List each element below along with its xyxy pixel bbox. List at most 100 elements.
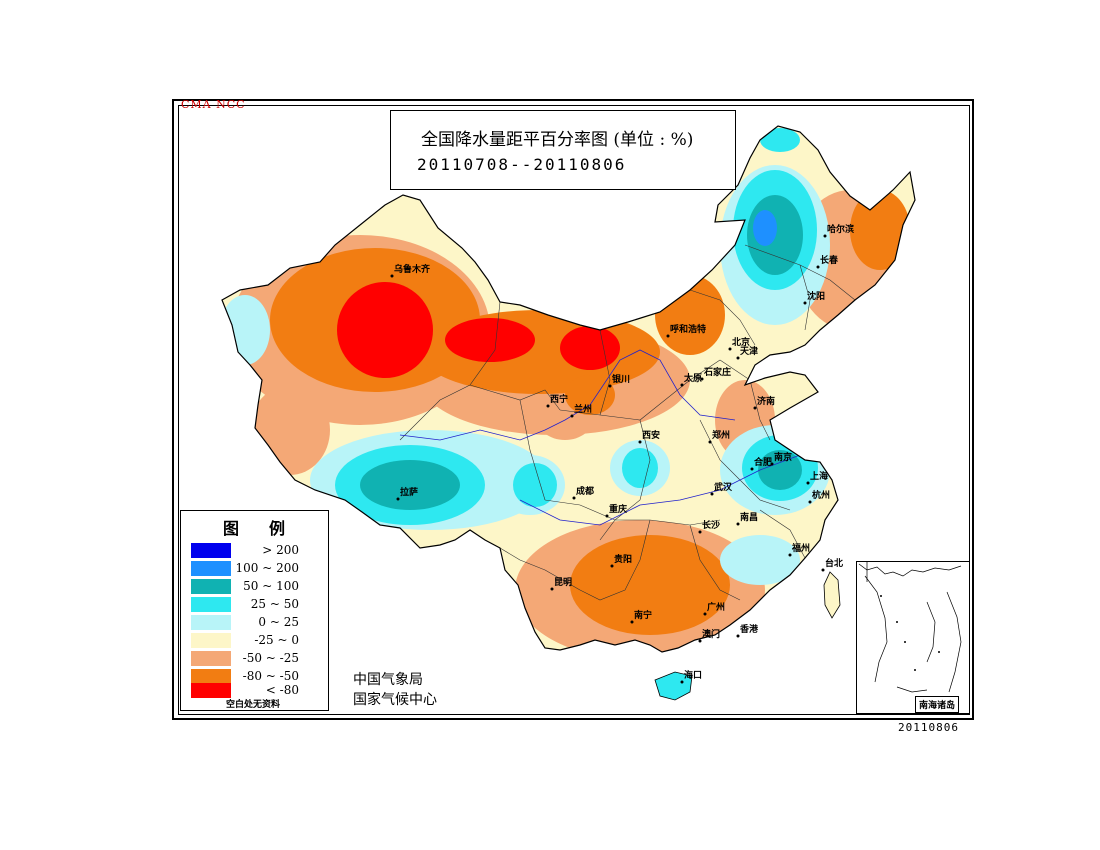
city-label: 台北 [825,557,843,569]
city-marker [390,274,394,278]
city-label: 南昌 [740,511,758,523]
city-marker [823,234,827,238]
city-marker [680,680,684,684]
legend-swatch [191,683,231,698]
city-marker [736,356,740,360]
legend-swatch [191,633,231,648]
inset-map [858,562,962,693]
legend-note: 空白处无资料 [226,700,281,710]
legend-swatch [191,561,231,576]
city-label: 香港 [739,623,759,635]
map-title: 全国降水量距平百分率图 (单位 : %) [421,130,694,150]
legend-label: 100 ~ 200 [235,561,300,575]
city-marker [753,406,757,410]
city-marker [396,497,400,501]
legend-row: 50 ~ 100 [191,579,321,596]
city-marker [700,377,704,381]
city-marker [698,530,702,534]
city-label: 广州 [707,601,725,613]
legend-swatch [191,651,231,666]
agency-credit: 中国气象局 国家气候中心 [353,670,437,710]
city-label: 哈尔滨 [827,223,854,235]
city-marker [638,440,642,444]
city-label: 长沙 [702,519,720,531]
city-marker [605,514,609,518]
city-label: 贵阳 [614,553,632,565]
city-label: 上海 [810,470,828,482]
legend: 图例 > 200 100 ~ 200 50 ~ 100 25 ~ 50 0 ~ … [180,510,329,711]
city-marker [703,612,707,616]
legend-row: > 200 [191,543,321,560]
city-label: 沈阳 [807,290,825,302]
city-marker [803,301,807,305]
legend-row: -80 ~ -50 [191,669,321,686]
legend-row: 100 ~ 200 [191,561,321,578]
city-label: 石家庄 [703,366,731,378]
legend-label: -25 ~ 0 [254,633,299,647]
legend-swatch [191,543,231,558]
city-label: 银川 [612,373,630,385]
legend-row: -50 ~ -25 [191,651,321,668]
city-label: 南京 [774,451,792,463]
city-label: 长春 [820,254,839,266]
city-marker [698,639,702,643]
city-label: 天津 [740,345,758,357]
city-label: 郑州 [712,429,730,441]
city-label: 西宁 [550,393,568,405]
city-marker [610,564,614,568]
legend-swatch [191,615,231,630]
legend-label: -80 ~ -50 [242,669,299,683]
city-marker [806,481,810,485]
legend-row: 25 ~ 50 [191,597,321,614]
city-marker [630,620,634,624]
city-marker [728,347,732,351]
city-marker [550,587,554,591]
city-marker [666,334,670,338]
city-label: 合肥 [754,456,772,468]
footer-date: 20110806 [898,721,959,734]
agency-line2: 国家气候中心 [353,692,437,708]
legend-row: -25 ~ 0 [191,633,321,650]
taiwan-island [823,571,841,619]
watermark: CMA NCC [181,98,246,111]
city-marker [821,568,825,572]
city-label: 杭州 [812,489,830,501]
city-marker [750,467,754,471]
south-china-sea-inset: 南海诸岛 [856,561,970,714]
agency-line1: 中国气象局 [353,672,423,688]
legend-swatch [191,579,231,594]
city-marker [816,265,820,269]
legend-label: > 200 [262,543,299,557]
city-label: 西安 [642,429,660,441]
legend-label: 50 ~ 100 [243,579,299,593]
city-marker [736,522,740,526]
city-label: 重庆 [609,503,627,515]
city-marker [788,553,792,557]
city-marker [710,492,714,496]
city-label: 武汉 [714,481,733,493]
city-marker [708,440,712,444]
legend-row: 0 ~ 25 [191,615,321,632]
city-marker [770,462,774,466]
city-marker [608,384,612,388]
date-range: 20110708--20110806 [417,155,627,174]
city-label: 拉萨 [400,486,418,498]
city-label: 昆明 [554,577,572,588]
legend-title: 图例 [223,519,316,538]
city-marker [680,383,684,387]
city-label: 济南 [757,395,775,407]
legend-label: 0 ~ 25 [258,615,299,629]
city-marker [572,496,576,500]
city-label: 太原 [683,372,702,384]
legend-label: < -80 [265,683,299,697]
map-inner-frame [178,105,970,715]
city-label: 兰州 [574,403,592,415]
city-marker [736,634,740,638]
hainan-island [654,671,693,701]
city-label: 成都 [576,485,594,497]
city-label: 澳门 [702,628,720,640]
city-label: 北京 [732,336,750,348]
city-label: 南宁 [634,609,652,621]
legend-swatch [191,669,231,684]
